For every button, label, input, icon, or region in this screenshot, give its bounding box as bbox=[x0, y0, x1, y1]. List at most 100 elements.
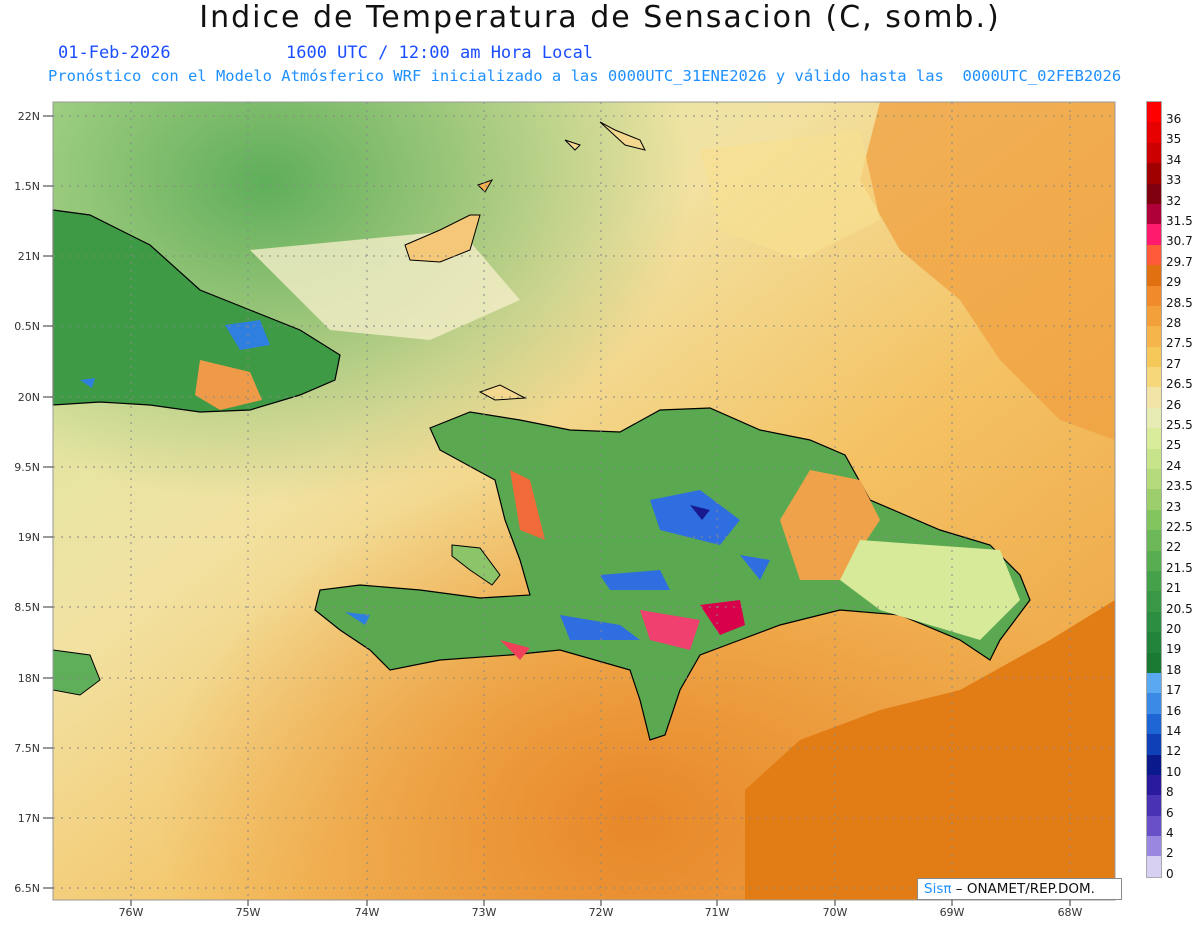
legend-label: 24 bbox=[1166, 458, 1182, 473]
legend-swatch bbox=[1147, 836, 1161, 857]
legend-label: 34 bbox=[1166, 152, 1182, 167]
legend-label: 22.5 bbox=[1166, 520, 1193, 534]
legend-label: 8 bbox=[1166, 785, 1174, 800]
lon-label: 75W bbox=[236, 906, 261, 919]
forecast-time: 1600 UTC / 12:00 am Hora Local bbox=[286, 43, 594, 63]
legend-swatch bbox=[1147, 632, 1161, 653]
legend-label: 26.5 bbox=[1166, 377, 1193, 392]
longitude-axis: 76W 75W 74W 73W 72W 71W 70W 69W 68W bbox=[119, 906, 1083, 919]
legend-label: 27 bbox=[1166, 356, 1182, 371]
legend-label: 29 bbox=[1166, 275, 1182, 290]
legend-label: 21.5 bbox=[1166, 560, 1193, 575]
legend-label: 2 bbox=[1166, 846, 1174, 861]
legend-label: 16 bbox=[1166, 703, 1182, 718]
lat-label: 6.5N bbox=[14, 882, 40, 895]
lon-label: 70W bbox=[823, 906, 848, 919]
lat-label: 9.5N bbox=[14, 461, 40, 474]
color-legend bbox=[1146, 101, 1162, 878]
legend-swatch bbox=[1147, 611, 1161, 633]
lat-label: 17N bbox=[18, 812, 40, 825]
legend-swatch bbox=[1147, 326, 1161, 347]
lat-label: 7.5N bbox=[14, 742, 40, 755]
lon-label: 69W bbox=[940, 906, 965, 919]
lon-label: 74W bbox=[355, 906, 380, 919]
legend-swatch bbox=[1147, 570, 1161, 592]
legend-swatch bbox=[1147, 224, 1161, 245]
legend-label: 25 bbox=[1166, 438, 1182, 453]
model-subtitle: Pronóstico con el Modelo Atmósferico WRF… bbox=[48, 67, 1122, 85]
sispi-logo: Sisπ bbox=[924, 881, 952, 897]
legend-label: 27.5 bbox=[1166, 336, 1193, 351]
lat-label: 1.5N bbox=[14, 180, 40, 193]
legend-label: 6 bbox=[1166, 805, 1174, 820]
lon-label: 76W bbox=[119, 906, 144, 919]
legend-swatch bbox=[1147, 102, 1161, 123]
lat-label: 0.5N bbox=[14, 320, 40, 333]
legend-swatch bbox=[1147, 387, 1161, 408]
graticule bbox=[53, 102, 1115, 900]
longitude-ticks bbox=[130, 900, 1071, 906]
lat-label: 19N bbox=[18, 531, 40, 544]
legend-swatch bbox=[1147, 754, 1161, 775]
legend-swatch bbox=[1147, 713, 1161, 735]
legend-swatch bbox=[1147, 489, 1161, 510]
legend-swatch bbox=[1147, 856, 1161, 877]
legend-label: 17 bbox=[1166, 683, 1182, 698]
legend-label: 28.5 bbox=[1166, 295, 1193, 310]
legend-swatch bbox=[1147, 448, 1161, 470]
legend-label: 33 bbox=[1166, 173, 1182, 188]
legend-swatch bbox=[1147, 774, 1161, 796]
legend-swatch bbox=[1147, 183, 1161, 204]
legend-swatch bbox=[1147, 815, 1161, 837]
legend-label: 20 bbox=[1166, 622, 1182, 636]
map-frame bbox=[52, 101, 1116, 901]
legend-label: 23 bbox=[1166, 499, 1182, 514]
legend-label: 26 bbox=[1166, 397, 1182, 412]
lat-label: 21N bbox=[18, 250, 40, 263]
lat-label: 20N bbox=[18, 391, 40, 404]
legend-swatch bbox=[1147, 285, 1161, 306]
legend-label: 31.5 bbox=[1166, 214, 1193, 228]
credit-text: – ONAMET/REP.DOM. bbox=[951, 881, 1095, 897]
legend-swatch bbox=[1147, 203, 1161, 225]
legend-swatch bbox=[1147, 163, 1161, 184]
legend-label: 19 bbox=[1166, 642, 1182, 657]
legend-swatch bbox=[1147, 672, 1161, 694]
legend-label: 28 bbox=[1166, 316, 1182, 330]
legend-label: 18 bbox=[1166, 662, 1182, 677]
credit-box: Sisπ – ONAMET/REP.DOM. bbox=[917, 878, 1122, 900]
hispaniola-landmass bbox=[314, 407, 1031, 741]
legend-swatch bbox=[1147, 244, 1161, 266]
legend-label: 35 bbox=[1166, 132, 1182, 147]
legend-label: 12 bbox=[1166, 744, 1182, 759]
latitude-ticks bbox=[43, 115, 53, 889]
legend-label: 10 bbox=[1166, 764, 1182, 779]
lat-label: 18N bbox=[18, 672, 40, 685]
legend-swatch bbox=[1147, 795, 1161, 816]
legend-swatch bbox=[1147, 693, 1161, 714]
legend-label: 30.7 bbox=[1166, 234, 1193, 249]
legend-label: 20.5 bbox=[1166, 601, 1193, 616]
lat-label: 8.5N bbox=[14, 601, 40, 614]
legend-label: 29.7 bbox=[1166, 254, 1193, 269]
small-islands bbox=[52, 121, 646, 696]
legend-swatch bbox=[1147, 305, 1161, 327]
legend-label: 22 bbox=[1166, 540, 1182, 555]
lon-label: 68W bbox=[1058, 906, 1083, 919]
legend-swatch bbox=[1147, 265, 1161, 286]
map-title: Indice de Temperatura de Sensacion (C, s… bbox=[199, 0, 1001, 35]
lon-label: 72W bbox=[589, 906, 614, 919]
legend-label: 36 bbox=[1166, 112, 1182, 126]
lon-label: 71W bbox=[705, 906, 730, 919]
legend-swatch bbox=[1147, 591, 1161, 612]
latitude-axis: 22N 1.5N 21N 0.5N 20N 9.5N 19N 8.5N 18N … bbox=[14, 110, 40, 895]
legend-swatch bbox=[1147, 122, 1161, 143]
legend-label: 21 bbox=[1166, 581, 1182, 596]
legend-label: 32 bbox=[1166, 193, 1182, 208]
legend-swatch bbox=[1147, 346, 1161, 368]
legend-swatch bbox=[1147, 367, 1161, 388]
legend-swatch bbox=[1147, 142, 1161, 164]
legend-swatch bbox=[1147, 469, 1161, 490]
legend-swatch bbox=[1147, 428, 1161, 449]
